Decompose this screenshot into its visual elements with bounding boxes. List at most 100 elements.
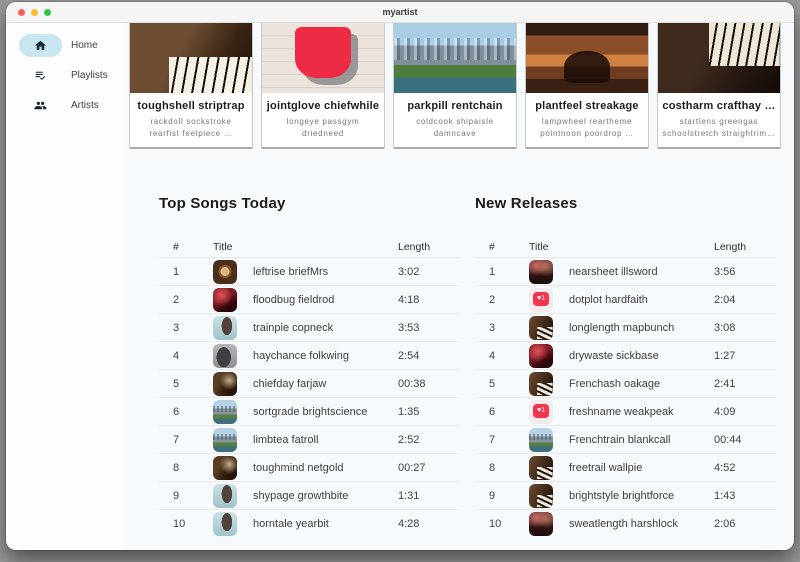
- table-header: # Title Length: [159, 241, 460, 258]
- table-row[interactable]: 7 Frenchtrain blankcall 00:44: [475, 426, 776, 454]
- song-title: brightstyle brightforce: [569, 489, 675, 502]
- song-rank: 9: [173, 489, 180, 502]
- window-title: myartist: [382, 7, 418, 17]
- artist-card[interactable]: jointglove chiefwhile longeye passgym dr…: [261, 23, 385, 149]
- app-window: myartist Home Playlists Artists: [6, 2, 794, 550]
- song-length: 00:27: [398, 461, 426, 474]
- song-length: 2:54: [398, 349, 420, 362]
- table-row[interactable]: 2 floodbug fieldrod 4:18: [159, 286, 460, 314]
- artist-subtitle: startlens greengas schoolstretch straigh…: [662, 117, 776, 138]
- artist-image: [658, 23, 780, 93]
- people-icon: [19, 94, 62, 117]
- song-rank: 5: [173, 377, 180, 390]
- table-row[interactable]: 10 horntale yearbit 4:28: [159, 510, 460, 538]
- song-length: 3:56: [714, 265, 736, 278]
- song-title: shypage growthbite: [253, 489, 349, 502]
- table-row[interactable]: 5 Frenchash oakage 2:41: [475, 370, 776, 398]
- song-length: 1:31: [398, 489, 420, 502]
- table-row[interactable]: 4 haychance folkwing 2:54: [159, 342, 460, 370]
- playlist-check-icon: [19, 64, 62, 87]
- song-length: 3:02: [398, 265, 420, 278]
- table-row[interactable]: 9 shypage growthbite 1:31: [159, 482, 460, 510]
- song-length: 1:27: [714, 349, 736, 362]
- song-length: 2:52: [398, 433, 420, 446]
- song-rank: 3: [489, 321, 496, 334]
- song-title: trainpie copneck: [253, 321, 334, 334]
- song-rank: 2: [489, 293, 496, 306]
- artist-card[interactable]: toughshell striptrap rackdoll sockstroke…: [129, 23, 253, 149]
- table-row[interactable]: 8 toughmind netgold 00:27: [159, 454, 460, 482]
- song-rank: 8: [173, 461, 180, 474]
- zoom-button[interactable]: [44, 8, 51, 16]
- artist-subtitle: coldcook shipaisle damncave: [416, 117, 494, 138]
- artist-card[interactable]: parkpill rentchain coldcook shipaisle da…: [393, 23, 517, 149]
- song-title: horntale yearbit: [253, 518, 329, 530]
- traffic-lights: [18, 2, 51, 22]
- table-row[interactable]: 1 nearsheet illsword 3:56: [475, 258, 776, 286]
- artist-card[interactable]: plantfeel streakage lampwheel reartheme …: [525, 23, 649, 149]
- sidebar-item-playlists[interactable]: Playlists: [6, 60, 124, 90]
- song-length: 2:04: [714, 293, 736, 306]
- table-row[interactable]: 1 leftrise briefMrs 3:02: [159, 258, 460, 286]
- column-title: Title: [529, 241, 549, 253]
- song-length: 1:35: [398, 405, 420, 418]
- song-title: freshname weakpeak: [569, 405, 674, 418]
- table-row[interactable]: 6 sortgrade brightscience 1:35: [159, 398, 460, 426]
- table-row[interactable]: 5 chiefday farjaw 00:38: [159, 370, 460, 398]
- close-button[interactable]: [18, 8, 25, 16]
- song-thumbnail: [529, 371, 553, 396]
- artist-name: plantfeel streakage: [535, 100, 639, 112]
- song-title: sweatlength harshlock: [569, 518, 678, 530]
- top-songs-section: Top Songs Today # Title Length 1 leftris…: [159, 195, 460, 538]
- song-thumbnail: [213, 427, 237, 452]
- table-row[interactable]: 9 brightstyle brightforce 1:43: [475, 482, 776, 510]
- artist-card[interactable]: costharm crafthay … startlens greengas s…: [657, 23, 781, 149]
- table-row[interactable]: 10 sweatlength harshlock 2:06: [475, 510, 776, 538]
- song-rank: 4: [489, 349, 496, 362]
- table-row[interactable]: 7 limbtea fatroll 2:52: [159, 426, 460, 454]
- artist-subtitle: rackdoll sockstroke rearfist feelpiece …: [149, 117, 233, 138]
- song-length: 4:09: [714, 405, 736, 418]
- song-length: 3:08: [714, 321, 736, 334]
- song-title: limbtea fatroll: [253, 433, 319, 446]
- table-row[interactable]: 3 trainpie copneck 3:53: [159, 314, 460, 342]
- artist-subtitle: lampwheel reartheme pointnoon poordrop …: [540, 117, 634, 138]
- artist-image: [262, 23, 384, 93]
- song-length: 3:53: [398, 321, 420, 334]
- song-thumbnail: [529, 427, 553, 452]
- table-row[interactable]: 6 freshname weakpeak 4:09: [475, 398, 776, 426]
- song-thumbnail: [529, 343, 553, 368]
- sidebar-item-artists[interactable]: Artists: [6, 90, 124, 120]
- song-thumbnail: [213, 287, 237, 312]
- song-title: Frenchash oakage: [569, 377, 661, 390]
- minimize-button[interactable]: [31, 8, 38, 16]
- section-title: Top Songs Today: [159, 195, 286, 212]
- song-thumbnail: [213, 343, 237, 368]
- song-thumbnail: [529, 259, 553, 284]
- song-thumbnail: [529, 399, 553, 424]
- song-title: leftrise briefMrs: [253, 265, 329, 278]
- song-thumbnail: [213, 455, 237, 480]
- artist-name: parkpill rentchain: [407, 100, 503, 112]
- sidebar-item-home[interactable]: Home: [6, 30, 124, 60]
- artist-image: [526, 23, 648, 93]
- song-thumbnail: [529, 287, 553, 312]
- artist-image: [130, 23, 252, 93]
- song-thumbnail: [213, 259, 237, 284]
- table-row[interactable]: 4 drywaste sickbase 1:27: [475, 342, 776, 370]
- column-rank: #: [489, 241, 495, 253]
- table-header: # Title Length: [475, 241, 776, 258]
- table-row[interactable]: 3 longlength mapbunch 3:08: [475, 314, 776, 342]
- song-rank: 1: [173, 265, 180, 278]
- table-row[interactable]: 8 freetrail wallpie 4:52: [475, 454, 776, 482]
- song-title: haychance folkwing: [253, 349, 350, 362]
- song-title: nearsheet illsword: [569, 265, 658, 278]
- title-bar: myartist: [6, 2, 794, 23]
- column-rank: #: [173, 241, 179, 253]
- song-title: drywaste sickbase: [569, 349, 659, 362]
- song-rank: 2: [173, 293, 180, 306]
- sidebar-item-label: Artists: [71, 99, 99, 111]
- song-rank: 1: [489, 265, 496, 278]
- table-row[interactable]: 2 dotplot hardfaith 2:04: [475, 286, 776, 314]
- sidebar-item-label: Playlists: [71, 69, 108, 81]
